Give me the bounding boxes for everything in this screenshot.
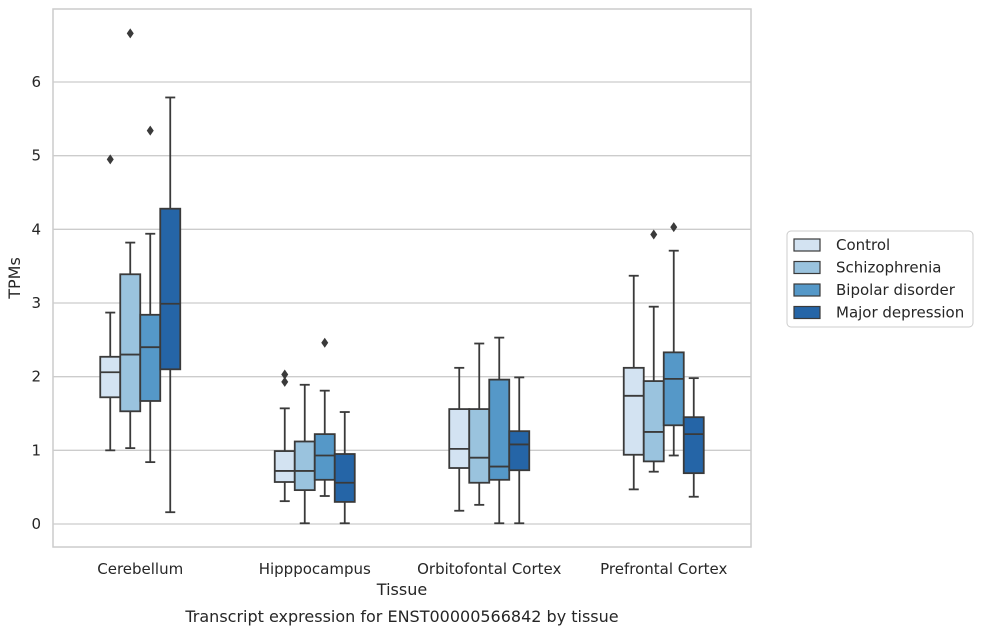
legend-swatch [793,260,821,275]
legend-item: Schizophrenia [793,259,941,277]
box [159,207,182,371]
box-group [642,229,665,473]
box [642,380,665,463]
legend-label: Control [836,236,890,254]
legend-label: Bipolar disorder [836,281,956,299]
box-group [662,222,685,457]
x-tick-label: Orbitofontal Cortex [417,560,561,578]
plot-frame [52,8,752,548]
legend-item: Major depression [793,304,964,322]
x-tick-label: Cerebellum [97,560,183,578]
y-axis-label: TPMs [5,257,24,300]
legend-swatch [793,283,821,297]
outlier-point [650,229,658,240]
box-group [333,411,356,525]
legend-swatch [793,305,821,320]
x-tick-labels: Cerebellum Hipppocampus Orbitofontal Corte… [97,560,727,578]
x-axis-label: Tissue [376,580,427,599]
box-group [508,376,531,525]
box [488,378,511,481]
box-group [99,154,122,452]
box-groups [99,28,705,525]
y-tick-label: 3 [31,294,41,312]
box [313,433,336,481]
box-group [682,377,705,498]
box [333,453,356,503]
outlier-point [670,222,678,233]
box [508,430,531,472]
outlier-point [281,376,289,387]
y-tick-label: 5 [31,147,41,165]
y-tick-label: 0 [31,515,41,533]
box-group [119,28,142,450]
box [273,450,296,483]
box-group [313,337,336,497]
y-tick-labels: 0 1 2 3 4 5 6 [31,73,41,533]
outlier-point [321,337,329,348]
box-group [448,366,471,512]
chart-caption: Transcript expression for ENST0000056684… [184,607,618,626]
outlier-point [281,369,289,380]
box [448,408,471,469]
box [293,440,316,492]
legend-label: Major depression [836,304,964,322]
outlier-point [126,28,134,39]
box [468,408,491,484]
legend-items: Control Schizophrenia Bipolar disorder Majo… [793,236,964,322]
box-group [293,383,316,525]
box [119,273,142,413]
y-tick-label: 4 [31,220,41,238]
box [662,351,685,427]
legend-swatch [793,238,821,252]
x-tick-label: Hipppocampus [259,560,371,578]
y-tick-label: 6 [31,73,41,91]
box [622,366,645,456]
box [99,355,122,399]
legend-label: Schizophrenia [836,259,941,277]
outlier-point [106,154,114,165]
box-group [488,336,511,525]
legend-item: Bipolar disorder [793,281,956,299]
outlier-point [146,125,154,136]
y-tick-label: 2 [31,368,41,386]
legend: Control Schizophrenia Bipolar disorder Majo… [786,230,974,328]
box-group [468,342,491,506]
box [139,313,162,402]
box [682,416,705,475]
legend-frame [786,230,974,328]
x-tick-label: Prefrontal Cortex [600,560,727,578]
y-tick-label: 1 [31,441,41,459]
box-group [159,96,182,514]
legend-item: Control [793,236,890,254]
plot-area [53,9,751,547]
